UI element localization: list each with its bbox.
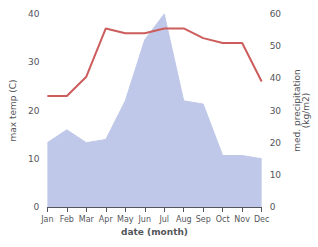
svg-text:med. precipitation: med. precipitation: [291, 69, 302, 152]
svg-text:Dec: Dec: [254, 215, 269, 224]
svg-text:Jan: Jan: [40, 215, 53, 224]
svg-text:Jun: Jun: [138, 215, 152, 224]
svg-text:30: 30: [270, 106, 282, 116]
svg-text:date (month): date (month): [121, 227, 188, 237]
svg-text:20: 20: [28, 106, 40, 116]
svg-text:Jul: Jul: [158, 215, 169, 224]
svg-text:30: 30: [28, 57, 40, 67]
svg-text:(kg/m2): (kg/m2): [301, 93, 311, 128]
svg-text:Mar: Mar: [79, 215, 95, 224]
svg-text:40: 40: [270, 73, 282, 83]
svg-text:Nov: Nov: [234, 215, 250, 224]
svg-text:0: 0: [34, 202, 40, 212]
svg-text:10: 10: [270, 170, 282, 180]
svg-text:Oct: Oct: [216, 215, 230, 224]
svg-text:Feb: Feb: [60, 215, 74, 224]
svg-text:20: 20: [270, 138, 282, 148]
svg-text:50: 50: [270, 41, 282, 51]
svg-text:40: 40: [28, 9, 40, 19]
svg-text:60: 60: [270, 9, 282, 19]
svg-text:Sep: Sep: [196, 215, 211, 224]
svg-text:Apr: Apr: [99, 215, 114, 224]
svg-text:Aug: Aug: [176, 215, 192, 224]
svg-text:May: May: [117, 215, 134, 224]
svg-text:10: 10: [28, 154, 40, 164]
svg-text:0: 0: [270, 202, 276, 212]
svg-text:max temp (C): max temp (C): [8, 79, 18, 141]
